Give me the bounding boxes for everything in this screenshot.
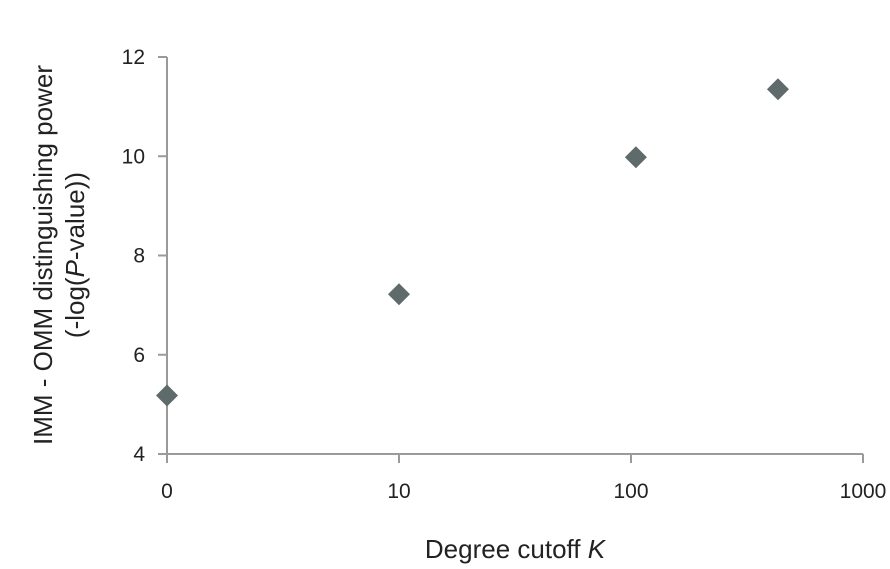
x-ticks: 0 10 100 1000 (161, 454, 886, 503)
y-tick-label: 10 (122, 145, 145, 168)
x-axis-title: Degree cutoff K (425, 534, 607, 564)
axes (166, 57, 863, 455)
y-tick-label: 8 (133, 245, 145, 268)
y-tick-label: 12 (122, 46, 145, 69)
x-tick-label: 100 (613, 480, 648, 503)
data-point (766, 78, 789, 101)
x-tick-label: 0 (161, 480, 173, 503)
data-point (156, 384, 178, 407)
data-point (388, 283, 410, 306)
y-tick-label: 4 (133, 443, 145, 466)
y-axis-title-line2-post: -value)) (60, 172, 90, 260)
y-axis-title-line1: IMM - OMM distinguishing power (28, 65, 58, 445)
data-point (624, 146, 647, 169)
y-axis-title-line2-pre: (-log( (60, 277, 90, 338)
y-axis-title-line2-variable: P (60, 259, 90, 277)
data-points (156, 78, 789, 407)
y-tick-label: 6 (133, 344, 145, 367)
y-axis-title-line2: (-log(P-value)) (60, 172, 90, 338)
y-ticks: 4 6 8 10 12 (122, 46, 167, 466)
y-axis-title: IMM - OMM distinguishing power (-log(P-v… (28, 65, 90, 445)
x-axis-title-main: Degree cutoff (425, 534, 588, 564)
x-axis-title-variable: K (588, 534, 607, 564)
x-tick-label: 10 (387, 480, 410, 503)
x-tick-label: 1000 (840, 480, 887, 503)
